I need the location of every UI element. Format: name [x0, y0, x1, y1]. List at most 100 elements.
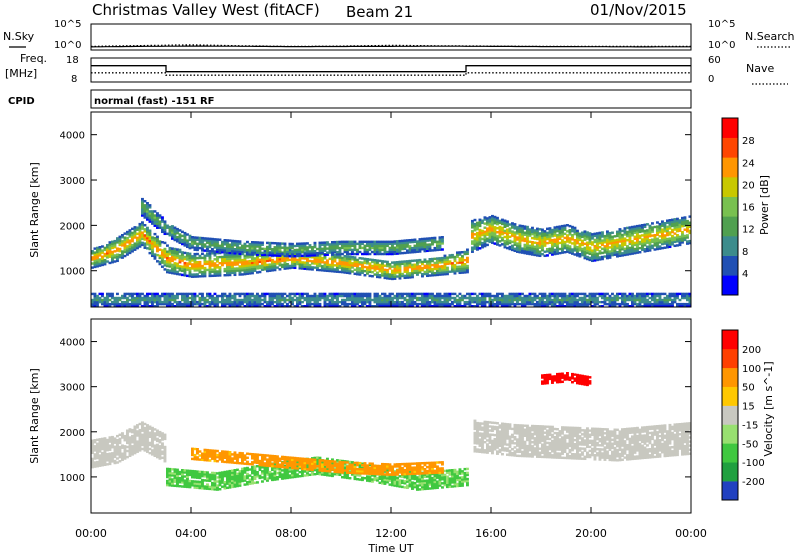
heat-cell — [116, 249, 119, 252]
heat-cell — [158, 262, 162, 266]
heat-cell — [213, 262, 217, 265]
heat-cell — [428, 294, 432, 298]
heat-cell — [93, 253, 97, 256]
heat-cell — [136, 240, 139, 244]
heat-cell — [593, 296, 597, 300]
heat-cell — [253, 251, 257, 254]
heat-cell — [138, 447, 142, 450]
heat-cell — [336, 298, 339, 302]
heat-cell — [243, 248, 247, 252]
heat-cell — [643, 300, 647, 304]
heat-cell — [383, 244, 387, 248]
heat-cell — [306, 246, 309, 249]
heat-cell — [256, 296, 259, 300]
heat-cell — [198, 472, 202, 476]
heat-cell — [511, 232, 514, 235]
heat-cell — [158, 214, 162, 217]
heat-cell — [338, 292, 342, 296]
heat-cell — [503, 244, 507, 247]
heat-cell — [398, 273, 402, 276]
heat-cell — [628, 246, 632, 250]
heat-cell — [123, 434, 127, 438]
heat-cell — [111, 296, 114, 300]
heat-cell — [453, 298, 457, 302]
heat-cell — [426, 237, 429, 240]
heat-cell — [101, 447, 104, 451]
heat-cell — [383, 300, 387, 304]
heat-cell — [106, 463, 109, 466]
heat-cell — [428, 270, 432, 273]
heat-cell — [431, 249, 434, 252]
heat-cell — [526, 250, 529, 253]
heat-cell — [218, 488, 222, 491]
heat-cell — [181, 479, 184, 482]
heat-cell — [558, 227, 562, 230]
heat-cell — [211, 268, 214, 271]
heat-cell — [396, 244, 399, 247]
heat-cell — [658, 294, 662, 298]
heat-cell — [453, 255, 457, 259]
heat-cell — [143, 242, 147, 245]
heat-cell — [583, 256, 587, 260]
heat-cell — [368, 274, 372, 278]
heat-cell — [346, 246, 349, 250]
heat-cell — [336, 296, 339, 300]
heat-cell — [313, 260, 317, 263]
heat-cell — [573, 292, 577, 296]
heat-cell — [166, 270, 169, 274]
heat-cell — [221, 246, 224, 250]
heat-cell — [426, 239, 429, 242]
heat-cell — [221, 471, 224, 474]
heat-cell — [551, 305, 554, 308]
heat-cell — [308, 266, 312, 269]
heat-cell — [171, 247, 174, 250]
heat-cell — [143, 443, 147, 446]
heat-cell — [358, 305, 362, 308]
heat-cell — [158, 242, 162, 245]
heat-cell — [503, 296, 507, 300]
heat-cell — [186, 241, 189, 244]
heat-cell — [253, 294, 257, 298]
heat-cell — [561, 298, 564, 302]
heat-cell — [368, 305, 372, 308]
heat-cell — [623, 227, 627, 230]
heat-cell — [183, 479, 187, 482]
heat-cell — [368, 252, 372, 256]
heat-cell — [171, 271, 174, 275]
heat-cell — [141, 223, 144, 226]
heat-cell — [201, 243, 204, 246]
heat-cell — [606, 238, 609, 241]
heat-cell — [261, 266, 264, 269]
heat-cell — [251, 269, 254, 273]
heat-cell — [533, 229, 537, 232]
heat-cell — [498, 236, 502, 239]
heat-cell — [273, 264, 277, 268]
heat-cell — [203, 298, 207, 302]
heat-cell — [498, 244, 502, 247]
heat-cell — [276, 258, 279, 261]
heat-cell — [211, 250, 214, 253]
heat-cell — [513, 241, 517, 244]
heat-cell — [491, 302, 494, 306]
heat-cell — [556, 248, 559, 251]
heat-cell — [341, 268, 344, 272]
heat-cell — [286, 294, 289, 298]
heat-cell — [133, 441, 137, 445]
heat-cell — [316, 266, 319, 270]
heat-cell — [191, 263, 194, 266]
heat-cell — [683, 305, 687, 308]
heat-cell — [396, 242, 399, 245]
heat-cell — [126, 435, 129, 439]
heat-cell — [281, 242, 284, 245]
heat-cell — [118, 439, 122, 443]
heat-cell — [113, 244, 117, 247]
heat-cell — [253, 241, 257, 244]
heat-cell — [581, 249, 584, 253]
heat-cell — [523, 294, 527, 298]
heat-cell — [601, 251, 604, 255]
heat-cell — [321, 292, 324, 296]
heat-cell — [533, 296, 537, 300]
heat-cell — [163, 220, 167, 223]
heat-cell — [668, 245, 672, 249]
heat-cell — [488, 292, 492, 296]
